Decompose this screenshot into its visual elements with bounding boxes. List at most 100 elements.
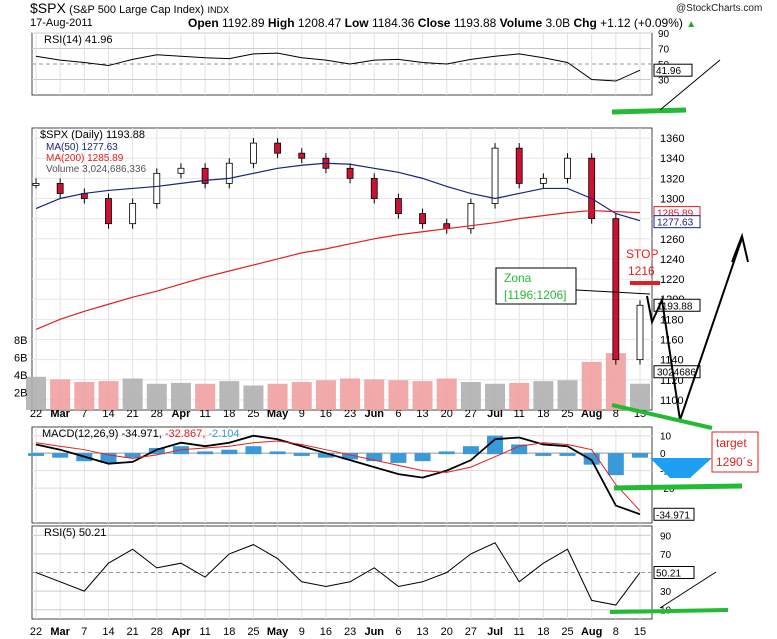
price-value-tag [653,215,701,229]
candle-body [153,172,161,204]
arrow-up-icon [731,232,749,263]
open-value: 1192.89 [222,16,265,30]
volume-bar [50,379,71,410]
price-tick-label: 1320 [660,173,684,185]
price-tick-label: 1360 [660,133,684,145]
x-tick-label: 6 [395,626,401,638]
x-tick-label: 21 [127,408,139,420]
macd-hist-bar [245,446,262,455]
x-tick-label: 15 [634,626,646,638]
volume-bar [509,382,530,410]
x-tick-label: May [267,626,289,638]
x-tick-label: 14 [102,626,114,638]
macd-signal-label: -32.867, [165,428,208,440]
price-value-tag-text: 1193.88 [657,301,693,312]
price-tick-label: 1240 [660,254,684,266]
volume-bar [243,385,264,410]
volume-tick-label: 6B [14,353,27,365]
volume-bar [364,379,385,410]
macd-tick-label: 10 [660,432,672,443]
macd-hist-bar [414,453,431,462]
macd-hist-bar [390,453,407,463]
rsi5-support-line [609,608,729,614]
x-tick-label: 23 [344,408,356,420]
target-value: 1290´s [716,455,753,469]
price-tick-label: 1100 [660,395,684,407]
x-tick-label: Jun [364,626,384,638]
rsi14-value-text: 41.96 [656,66,681,77]
macd-hist-bar [269,451,286,455]
target-box [711,431,759,473]
exchange: INDX [207,5,229,15]
rsi14-label: RSI(14) 41.96 [44,34,112,46]
x-tick-label: 7 [81,408,87,420]
candle-body [588,157,596,220]
stop-label: STOP [626,247,658,261]
macd-hist-bar [342,453,359,460]
high-value: 1208.47 [297,16,342,30]
candle-body [370,177,378,199]
volume-label: Volume [499,16,543,30]
price-tick-label: 1260 [660,234,684,246]
candle-body [105,198,112,225]
zona-label: Zona [504,271,532,285]
candle-body [515,147,523,184]
candle-body [177,167,185,174]
rsi14-value-tag [653,63,693,77]
rsi14-projection-line [659,59,721,111]
chg-value: +1.12 (+0.09%) [600,16,683,30]
volume-bar [98,381,119,410]
chg-label: Chg [573,16,597,30]
price-value-tag-text: 1285.89 [657,209,694,220]
price-value-tag [653,365,701,379]
volume-bar [485,383,506,410]
x-tick-label: 7 [81,626,87,638]
price-value-tag-text: 1277.63 [657,218,694,229]
x-tick-label: 13 [416,626,428,638]
candle-body [612,218,620,361]
x-tick-label: 23 [344,626,356,638]
candle-body [298,152,306,159]
low-label: Low [344,16,369,30]
candle-body [274,142,282,154]
x-tick-label: 21 [127,626,139,638]
macd-hist-bar [197,451,214,455]
x-tick-label: Jul [487,408,503,420]
x-tick-label: 22 [30,626,42,638]
x-tick-label: 8 [613,408,619,420]
candle-body [32,182,40,186]
macd-hist-bar [366,453,383,462]
price-tick-label: 1340 [660,153,684,165]
x-tick-label: Apr [171,408,191,420]
macd-hist-bar [317,453,334,458]
low-value: 1184.36 [371,16,415,30]
x-tick-label: 9 [299,626,305,638]
macd-hist-bar [124,453,141,458]
volume-bar [557,380,578,410]
x-tick-label: 18 [223,408,235,420]
macd-hist-bar [100,453,117,463]
x-tick-label: May [267,408,289,420]
x-tick-label: 9 [299,408,305,420]
x-tick-label: 11 [199,408,210,420]
macd-hist-bar [583,453,600,465]
up-arrow-icon: ▲ [686,19,697,30]
volume-bar [533,381,554,410]
volume-bar [170,382,191,410]
volume-value: 3.0B [545,16,571,30]
rsi5-value-text: 50.21 [656,569,681,580]
x-tick-label: 16 [320,626,332,638]
open-label: Open [188,16,219,30]
price-tick-label: 1220 [660,274,684,286]
candle-body [467,203,475,230]
volume-tick-label: 2B [14,388,27,400]
x-tick-label: 11 [513,626,524,638]
candle-body [346,167,354,179]
candle-body [394,198,402,215]
index-name: (S&P 500 Large Cap Index) [69,4,205,16]
x-tick-label: 18 [537,408,549,420]
macd-hist-bar [487,435,504,455]
rsi5-tick-label: 30 [660,587,672,598]
zona-box [495,267,577,305]
